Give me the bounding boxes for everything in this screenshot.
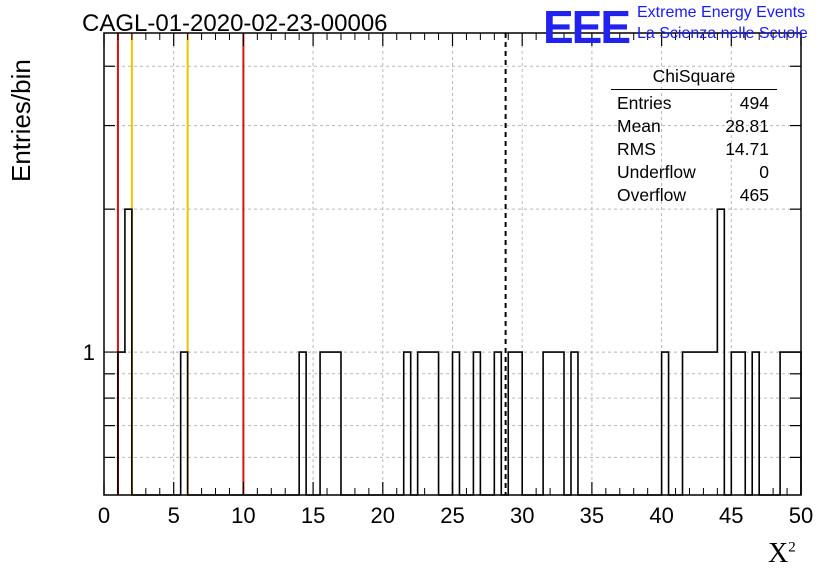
stats-title: ChiSquare <box>611 66 777 90</box>
stats-row-underflow: Underflow 0 <box>611 161 777 184</box>
x-tick-label: 0 <box>98 503 110 528</box>
logo-line-2: La Scienza nelle Scuole <box>637 25 808 42</box>
histogram-bin <box>425 352 432 495</box>
histogram-bin <box>320 352 327 495</box>
histogram-bin <box>515 352 522 495</box>
histogram-bin <box>299 352 306 495</box>
stats-row-overflow: Overflow 465 <box>611 184 777 207</box>
stats-value: 28.81 <box>725 116 769 136</box>
stats-label: Entries <box>617 93 672 113</box>
histogram-bin <box>473 352 480 495</box>
x-tick-label: 25 <box>440 503 464 528</box>
x-tick-label: 30 <box>510 503 534 528</box>
x-tick-label: 50 <box>789 503 813 528</box>
histogram-bin <box>662 352 669 495</box>
histogram-bin <box>689 352 696 495</box>
stats-row-entries: Entries 494 <box>611 92 777 115</box>
tick-labels: 0 5 10 15 20 25 30 35 40 45 50 1 <box>83 340 813 528</box>
histogram-bin <box>181 352 188 495</box>
histogram-bin <box>334 352 341 495</box>
chart-title: CAGL-01-2020-02-23-00006 <box>82 10 388 37</box>
x-axis-label: X2 <box>768 538 796 570</box>
y-axis-label: Entries/bin <box>6 59 36 182</box>
eee-logo: EEE <box>543 1 631 53</box>
histogram-bin <box>738 352 745 495</box>
histogram-bin <box>550 352 557 495</box>
histogram-bin <box>731 352 738 495</box>
histogram-bin <box>780 352 787 495</box>
x-tick-label: 15 <box>301 503 325 528</box>
histogram-bin <box>557 352 564 495</box>
stats-label: RMS <box>617 139 656 159</box>
histogram-bin <box>717 209 724 495</box>
histogram-bin <box>432 352 439 495</box>
histogram-bin <box>696 352 703 495</box>
stats-label: Mean <box>617 116 661 136</box>
histogram-bin <box>494 352 501 495</box>
stats-box: ChiSquare Entries 494 Mean 28.81 RMS 14.71 … <box>611 66 777 207</box>
histogram-bin <box>327 352 334 495</box>
stats-value: 14.71 <box>725 139 769 159</box>
histogram-bin <box>118 352 125 495</box>
stats-row-mean: Mean 28.81 <box>611 115 777 138</box>
histogram-bin <box>453 352 460 495</box>
histogram-bin <box>543 352 550 495</box>
axis-ticks <box>103 33 802 495</box>
histogram-bin <box>508 352 515 495</box>
stats-value: 0 <box>759 162 769 182</box>
stats-row-rms: RMS 14.71 <box>611 138 777 161</box>
histogram-bin <box>404 352 411 495</box>
logo-line-1: Extreme Energy Events <box>637 4 806 21</box>
y-tick-label: 1 <box>83 340 95 365</box>
histogram-bin <box>710 352 717 495</box>
x-axis-label-superscript: 2 <box>788 539 796 556</box>
x-tick-label: 45 <box>719 503 743 528</box>
histogram-bin <box>683 352 690 495</box>
stats-label: Overflow <box>617 185 687 205</box>
stats-value: 465 <box>739 185 769 205</box>
histogram-bin <box>703 352 710 495</box>
x-axis-label-base: X <box>768 538 789 569</box>
x-tick-label: 20 <box>371 503 395 528</box>
x-tick-label: 35 <box>580 503 604 528</box>
histogram-bin <box>752 352 759 495</box>
stats-label: Underflow <box>617 162 696 182</box>
histogram-bin <box>418 352 425 495</box>
x-tick-label: 40 <box>649 503 673 528</box>
x-tick-label: 5 <box>168 503 180 528</box>
stats-value: 494 <box>739 93 769 113</box>
x-tick-label: 10 <box>231 503 255 528</box>
histogram-bin <box>571 352 578 495</box>
